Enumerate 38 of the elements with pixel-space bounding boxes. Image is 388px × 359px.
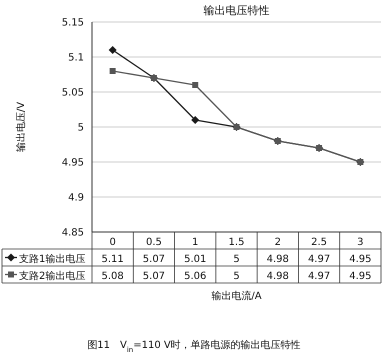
data-label: 5.07 — [142, 254, 166, 265]
x-tick-label: 2.5 — [311, 237, 328, 248]
point — [191, 116, 200, 124]
legend-label: 支路2输出电压 — [19, 270, 86, 282]
x-tick-label: 3 — [357, 237, 364, 248]
data-label: 5 — [233, 271, 240, 282]
x-tick-label: 0 — [109, 237, 116, 248]
x-axis-title: 输出电流/A — [211, 290, 262, 302]
point — [192, 82, 198, 88]
data-label: 4.98 — [266, 254, 289, 265]
y-tick-label: 5.15 — [62, 18, 84, 28]
x-tick-label: 2 — [274, 237, 281, 248]
y-tick-label: 5.05 — [62, 88, 84, 98]
data-label: 5.01 — [184, 254, 206, 265]
data-label: 4.97 — [308, 254, 330, 265]
data-label: 5.11 — [102, 254, 124, 265]
data-label: 5.08 — [102, 271, 124, 282]
caption: 图11 V$_{in}$=110 V时，单路电源的输出电压特性 — [87, 339, 301, 354]
point — [110, 68, 116, 74]
y-axis-title: 输出电压/V — [15, 102, 27, 152]
data-label: 4.95 — [349, 254, 372, 265]
data-label: 5.07 — [142, 271, 166, 282]
x-tick-label: 0.5 — [146, 237, 162, 248]
y-tick-label: 4.9 — [68, 192, 84, 204]
y-tick-label: 5 — [78, 122, 84, 134]
y-tick-label: 4.85 — [62, 228, 84, 238]
y-tick-label: 4.95 — [62, 158, 84, 168]
data-label: 4.98 — [266, 271, 289, 282]
point — [108, 46, 117, 54]
y-tick-label: 5.1 — [68, 52, 84, 64]
x-tick-label: 1 — [192, 237, 198, 248]
data-label: 5 — [233, 254, 240, 265]
data-label: 4.95 — [349, 271, 372, 282]
data-label: 5.06 — [184, 271, 206, 282]
chart-title: 输出电压特性 — [204, 4, 270, 17]
x-tick-label: 1.5 — [228, 237, 244, 248]
legend-label: 支路1输出电压 — [19, 253, 86, 265]
data-label: 4.97 — [308, 271, 330, 282]
